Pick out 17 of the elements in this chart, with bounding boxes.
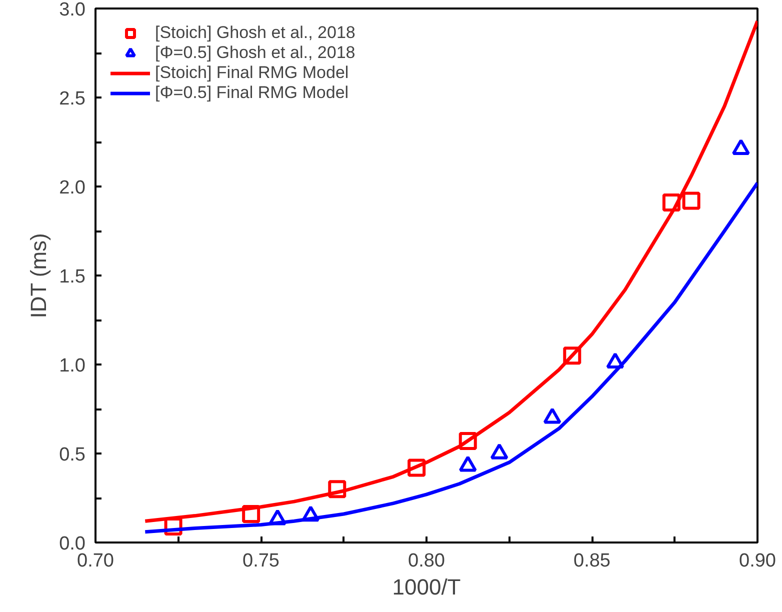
- line-series: [143, 181, 758, 534]
- legend-label: [Φ=0.5] Ghosh et al., 2018: [155, 43, 356, 63]
- x-tick-label: 0.85: [574, 550, 610, 572]
- x-tick-label: 0.80: [408, 550, 445, 572]
- legend-label: [Stoich] Ghosh et al., 2018: [155, 23, 356, 43]
- y-tick-label: 2.0: [59, 178, 86, 198]
- y-tick-label: 1.5: [59, 266, 86, 288]
- x-tick-label: 0.90: [739, 550, 776, 572]
- x-axis-title: 1000/T: [392, 574, 461, 600]
- y-tick-label: 0.5: [59, 444, 86, 466]
- y-axis-title: IDT (ms): [26, 233, 52, 318]
- legend-label: [Φ=0.5] Final RMG Model: [155, 83, 349, 103]
- y-tick-label: 3.0: [59, 0, 86, 20]
- x-tick-label: 0.75: [242, 550, 280, 572]
- y-tick-label: 1.0: [59, 356, 86, 376]
- y-tick-label: 2.5: [59, 88, 86, 110]
- legend-label: [Stoich] Final RMG Model: [155, 63, 349, 83]
